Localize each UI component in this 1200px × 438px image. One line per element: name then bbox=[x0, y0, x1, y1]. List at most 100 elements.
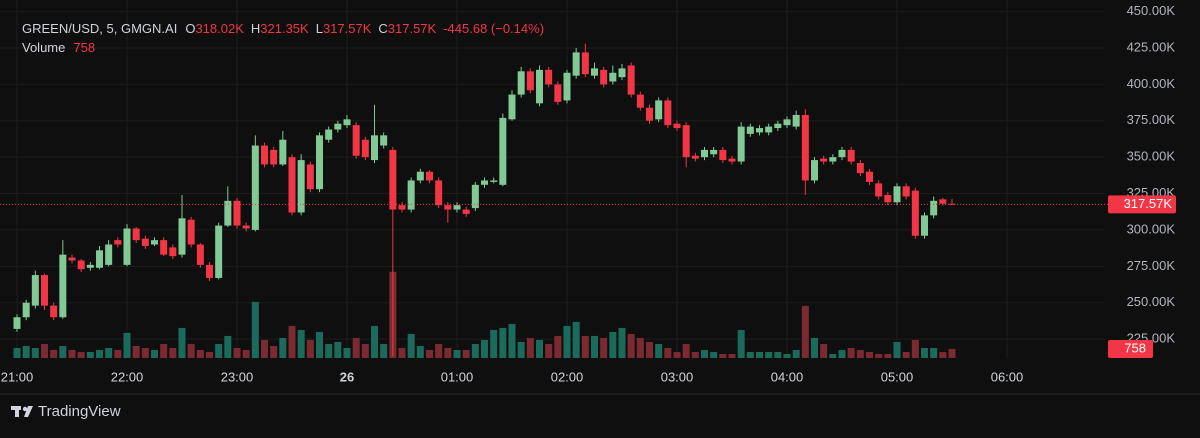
volume-bar bbox=[581, 335, 589, 358]
candle-body bbox=[371, 135, 378, 161]
candle-body bbox=[618, 68, 626, 78]
volume-bar bbox=[114, 349, 122, 358]
legend-key: H bbox=[251, 21, 260, 36]
volume-badge bbox=[1108, 339, 1153, 358]
candle-body bbox=[801, 114, 809, 181]
candle-body bbox=[774, 123, 782, 129]
plot bbox=[0, 0, 1105, 358]
y-tick-label: 425.00K bbox=[1127, 39, 1176, 54]
candle-body bbox=[572, 52, 580, 76]
candle-body bbox=[343, 119, 351, 126]
candle-body bbox=[581, 52, 589, 75]
volume-bar bbox=[719, 353, 727, 358]
legend-value: 317.57K bbox=[388, 21, 437, 36]
x-tick-label: 01:00 bbox=[441, 369, 474, 384]
volume-bar bbox=[270, 345, 278, 358]
y-tick-label: 300.00K bbox=[1127, 221, 1176, 236]
brand: TradingView bbox=[38, 403, 121, 420]
volume-bar bbox=[279, 337, 287, 358]
x-tick-label: 04:00 bbox=[771, 369, 804, 384]
candle-body bbox=[765, 126, 773, 133]
candle-body bbox=[811, 160, 818, 181]
candle-body bbox=[499, 117, 507, 185]
volume-bar bbox=[756, 351, 763, 358]
candle-body bbox=[178, 218, 186, 255]
candle-body bbox=[380, 135, 388, 146]
candle-body bbox=[728, 158, 736, 162]
y-tick-label: 375.00K bbox=[1127, 112, 1176, 127]
candle-body bbox=[407, 180, 415, 210]
candle-body bbox=[435, 180, 443, 206]
volume-bar bbox=[728, 353, 736, 358]
legend-key: L bbox=[316, 21, 323, 36]
volume-bar bbox=[774, 351, 782, 358]
candle-body bbox=[591, 68, 598, 76]
volume-bar bbox=[41, 343, 48, 358]
volume-bar bbox=[939, 351, 947, 358]
candle-body bbox=[490, 180, 498, 182]
volume-bar bbox=[682, 343, 690, 358]
candle-body bbox=[41, 275, 48, 306]
volume-bar bbox=[691, 351, 699, 358]
volume-bar bbox=[948, 348, 956, 358]
volume-bar bbox=[499, 327, 507, 358]
candle-body bbox=[921, 215, 928, 236]
volume-bar bbox=[224, 335, 232, 358]
volume-bar bbox=[600, 337, 608, 358]
candle-body bbox=[554, 84, 562, 102]
volume-bar bbox=[22, 345, 30, 358]
candle-body bbox=[398, 205, 406, 210]
candle-body bbox=[77, 260, 85, 270]
candle-body bbox=[792, 114, 800, 127]
candle-body bbox=[756, 128, 763, 133]
candle-body bbox=[875, 183, 883, 197]
volume-bar bbox=[563, 325, 571, 358]
candle-body bbox=[334, 123, 342, 130]
legend-line: GREEN/USD, 5, GMGN.AI O318.02K H321.35K L31… bbox=[22, 21, 544, 36]
volume-bar bbox=[343, 347, 351, 358]
y-tick-label: 450.00K bbox=[1127, 3, 1176, 18]
volume-bar bbox=[242, 349, 250, 358]
last-price-badge bbox=[1108, 195, 1176, 214]
candle-body bbox=[627, 65, 635, 95]
candle-body bbox=[673, 123, 681, 129]
candle-body bbox=[187, 219, 195, 245]
volume-bar bbox=[490, 329, 498, 358]
volume-bar bbox=[233, 347, 241, 358]
volume-bar bbox=[187, 343, 195, 358]
candle-body bbox=[508, 94, 516, 120]
candle-body bbox=[636, 94, 644, 108]
volume-bar bbox=[261, 339, 268, 358]
x-tick-label: 26 bbox=[340, 369, 354, 384]
volume-bar bbox=[921, 347, 928, 358]
candle-body bbox=[646, 107, 653, 121]
candle-body bbox=[132, 228, 140, 241]
candle-body bbox=[691, 155, 699, 159]
y-tick-label: 350.00K bbox=[1127, 149, 1176, 164]
volume-bar bbox=[875, 353, 883, 358]
volume-bar bbox=[334, 341, 342, 358]
volume-bar bbox=[462, 349, 470, 358]
volume-bar bbox=[526, 337, 534, 358]
volume-bar bbox=[297, 329, 305, 358]
candle-body bbox=[22, 302, 30, 318]
volume-bar bbox=[811, 337, 818, 358]
candle-body bbox=[224, 200, 232, 226]
candle-body bbox=[59, 254, 67, 318]
candle-body bbox=[215, 225, 223, 278]
candle-body bbox=[160, 240, 168, 255]
volume-bar bbox=[444, 347, 452, 358]
candle-body bbox=[481, 180, 488, 185]
candle-body bbox=[902, 186, 910, 197]
volume-bar bbox=[591, 335, 598, 358]
candle-body bbox=[545, 69, 553, 85]
volume-bar bbox=[746, 351, 754, 358]
candle-body bbox=[701, 149, 708, 158]
candle-body bbox=[251, 145, 259, 230]
candle-body bbox=[196, 244, 204, 265]
legend-key: C bbox=[378, 21, 387, 36]
volume-bar bbox=[215, 343, 223, 358]
candle-body bbox=[68, 257, 76, 261]
volume-bar bbox=[783, 353, 791, 358]
candle-body bbox=[325, 129, 333, 140]
